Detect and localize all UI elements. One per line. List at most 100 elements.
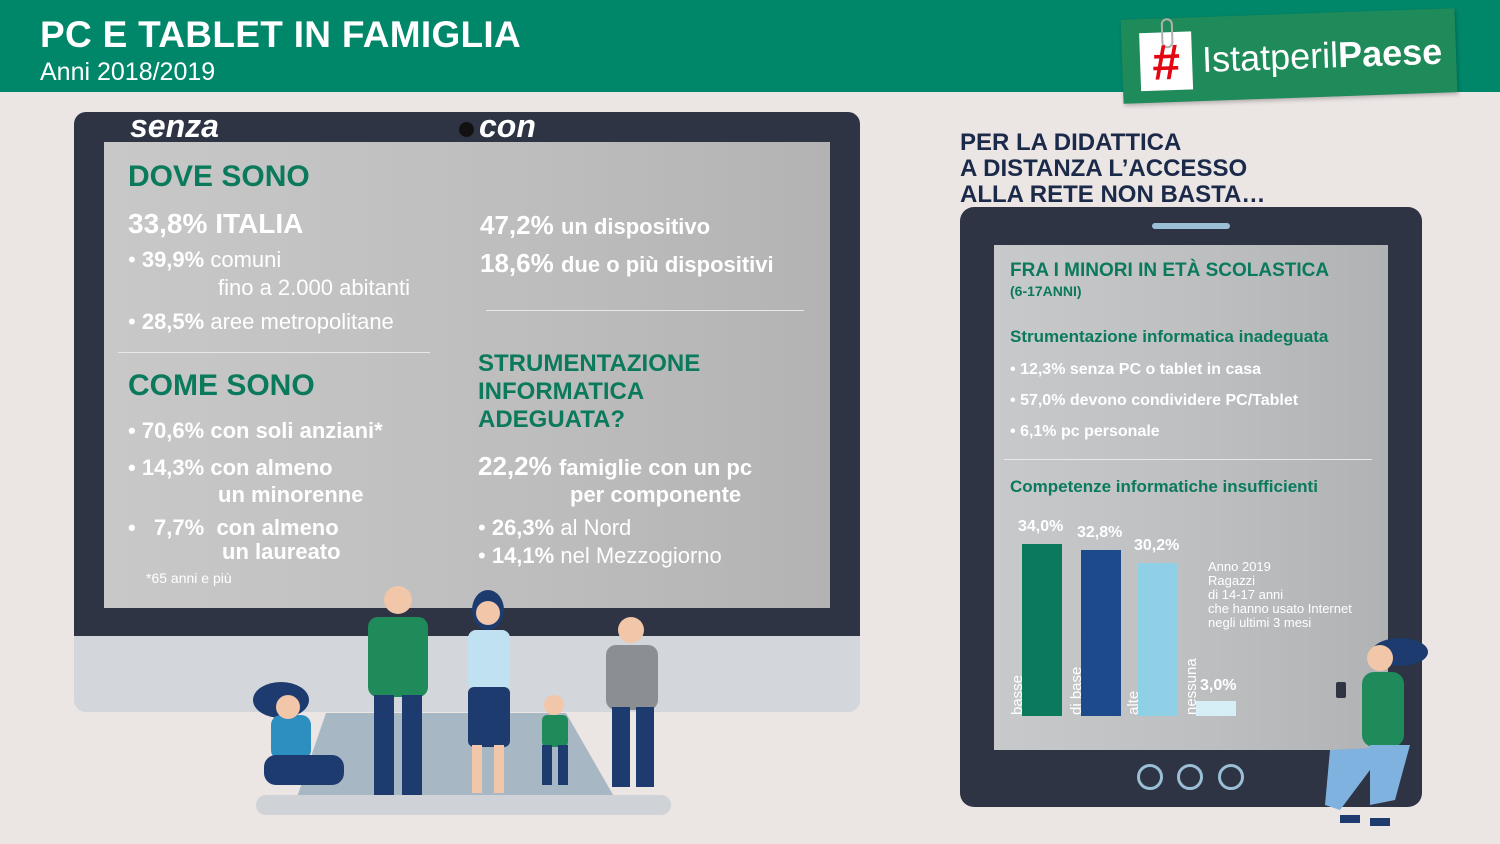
item-value: 18,6% — [480, 248, 554, 278]
page-subtitle: Anni 2018/2019 — [40, 58, 216, 86]
strum-list-item: • 6,1% pc personale — [1010, 423, 1160, 441]
item-value: 47,2% — [480, 210, 554, 240]
note-line: Ragazzi — [1208, 573, 1255, 588]
italia-value: 33,8% — [128, 208, 208, 239]
strum-list-item: • 12,3% senza PC o tablet in casa — [1010, 361, 1261, 379]
tablet-heading-sub: (6-17ANNI) — [1010, 283, 1082, 299]
bar-basse — [1022, 544, 1062, 716]
title-line: INFORMATICA — [478, 378, 645, 405]
item-text: al Nord — [560, 515, 632, 540]
page-title: PC E TABLET IN FAMIGLIA — [40, 14, 522, 55]
webcam-dot — [459, 122, 474, 137]
monitor-screen — [104, 142, 830, 608]
bullet: • — [128, 418, 136, 443]
strum-item-2: • 14,1% nel Mezzogiorno — [478, 543, 722, 569]
logo-text-regular: Istatperil — [1201, 34, 1339, 81]
strum-value: 22,2% — [478, 451, 552, 481]
item-text: comuni — [210, 247, 282, 272]
child-figure — [542, 695, 568, 785]
come-item-2-line2: un minorenne — [218, 482, 364, 507]
bullet: • — [478, 515, 486, 540]
strum-stat: 22,2% famiglie con un pc — [478, 451, 752, 482]
item-text: con soli anziani* — [210, 418, 383, 443]
tablet-section-title: PER LA DIDATTICA A DISTANZA L’ACCESSO AL… — [960, 130, 1265, 208]
dove-item-2: • 28,5% aree metropolitane — [128, 309, 394, 335]
father-figure — [368, 586, 428, 795]
bar-value-label: 34,0% — [1018, 518, 1064, 535]
strum-item-1: • 26,3% al Nord — [478, 515, 631, 541]
phone-icon — [1336, 682, 1346, 698]
bar-value-label: 30,2% — [1134, 537, 1180, 554]
bullet: • — [128, 309, 136, 334]
italia-label: ITALIA — [215, 208, 304, 239]
bar-category-label: nessuna — [1183, 658, 1200, 715]
item-value: 14,1% — [491, 543, 555, 568]
bar-nessuna — [1196, 701, 1236, 716]
bullet: • — [1010, 361, 1016, 378]
jeans-shape — [1325, 748, 1372, 810]
bullet: • — [1010, 392, 1016, 409]
divider — [1004, 459, 1372, 460]
come-item-1: • 70,6% con soli anziani* — [128, 418, 383, 444]
bar-category-label: basse — [1009, 674, 1026, 715]
come-item-2: • 14,3% con almeno — [128, 455, 333, 481]
bullet: • — [128, 455, 136, 480]
bullet: • — [478, 543, 486, 568]
title-line: ADEGUATA? — [478, 406, 626, 433]
item-value: 14,3% — [141, 455, 205, 480]
tablet-button[interactable] — [1137, 764, 1163, 790]
item-value: 39,9% — [141, 247, 205, 272]
item-value: 7,7% — [154, 515, 205, 540]
sitting-girl-figure — [253, 682, 344, 785]
strum-list-item: • 57,0% devono condividere PC/Tablet — [1010, 392, 1298, 410]
item-text: due o più dispositivi — [560, 252, 774, 277]
family-illustration — [253, 586, 671, 815]
italia-stat: 33,8% ITALIA — [128, 208, 303, 240]
item-text: con almeno — [210, 455, 333, 480]
divider — [118, 352, 430, 353]
item-value: 70,6% — [141, 418, 205, 443]
item-text: aree metropolitane — [210, 309, 394, 334]
come-sono-title: COME SONO — [128, 369, 315, 402]
logo-note: # — [1139, 18, 1194, 92]
strum-text: famiglie con un pc — [558, 455, 753, 480]
bar-category-label: di base — [1068, 666, 1085, 715]
bullet: • — [128, 247, 136, 272]
competenze-title: Competenze informatiche insufficienti — [1010, 477, 1318, 496]
con-item-2: 18,6% due o più dispositivi — [480, 248, 774, 279]
item-text: nel Mezzogiorno — [560, 543, 722, 568]
bar-alte — [1138, 563, 1178, 716]
mother-figure — [468, 590, 510, 793]
title-line: A DISTANZA L’ACCESSO — [960, 155, 1248, 182]
shoe-shape — [1370, 818, 1390, 826]
chart-note: Anno 2019 Ragazzi di 14-17 anni che hann… — [1208, 560, 1352, 630]
bar-di-base — [1081, 550, 1121, 716]
strum-text-line2: per componente — [570, 482, 742, 507]
shirt-shape — [1362, 672, 1404, 747]
item-text: con almeno — [216, 515, 339, 540]
title-line: PER LA DIDATTICA — [960, 129, 1182, 156]
floor-shadow — [256, 795, 671, 815]
bar-value-label: 3,0% — [1200, 677, 1237, 694]
title-line: STRUMENTAZIONE — [478, 350, 701, 377]
item-value: 26,3% — [491, 515, 555, 540]
tablet-heading: FRA I MINORI IN ETÀ SCOLASTICA — [1010, 260, 1330, 281]
title-line: ALLA RETE NON BASTA… — [960, 181, 1266, 208]
bullet: • — [1010, 423, 1016, 440]
label-senza: senza — [130, 108, 219, 144]
note-line: negli ultimi 3 mesi — [1208, 615, 1312, 630]
logo-text-bold: Paese — [1337, 30, 1443, 76]
tablet-button[interactable] — [1218, 764, 1244, 790]
monitor-chin — [74, 636, 860, 712]
bar-value-label: 32,8% — [1077, 524, 1123, 541]
dove-sono-title: DOVE SONO — [128, 160, 310, 193]
item-text: 12,3% senza PC o tablet in casa — [1020, 361, 1262, 378]
strum-inadeguata-title: Strumentazione informatica inadeguata — [1010, 327, 1329, 346]
note-line: che hanno usato Internet — [1208, 601, 1352, 616]
note-line: Anno 2019 — [1208, 559, 1271, 574]
item-text: 6,1% pc personale — [1020, 423, 1160, 440]
come-item-3: • 7,7% con almeno — [128, 515, 339, 541]
istat-logo[interactable]: # IstatperilPaese — [1120, 8, 1458, 104]
strumentazione-title: STRUMENTAZIONE INFORMATICA ADEGUATA? — [478, 350, 700, 434]
tablet-button[interactable] — [1177, 764, 1203, 790]
